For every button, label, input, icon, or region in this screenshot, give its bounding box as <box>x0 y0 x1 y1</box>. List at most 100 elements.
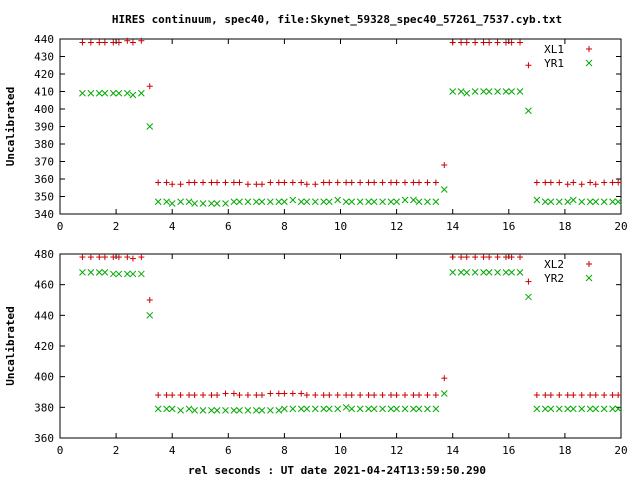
chart-title: HIRES continuum, spec40, file:Skynet_593… <box>112 13 562 26</box>
x-tick-label: 0 <box>57 444 64 457</box>
data-point <box>289 179 296 186</box>
data-point <box>137 270 145 278</box>
data-point <box>109 89 117 97</box>
data-point <box>342 403 350 411</box>
data-point <box>609 392 616 399</box>
x-tick-label: 6 <box>225 444 232 457</box>
data-point <box>410 392 417 399</box>
data-point <box>508 254 515 261</box>
data-point <box>138 37 145 44</box>
data-point <box>230 179 237 186</box>
data-point <box>480 254 487 261</box>
data-point <box>614 198 622 206</box>
data-point <box>185 198 193 206</box>
data-point <box>325 198 333 206</box>
data-point <box>200 179 207 186</box>
data-point <box>87 269 95 276</box>
data-point <box>303 198 311 206</box>
y-tick-label: 420 <box>34 68 54 81</box>
data-point <box>564 181 571 188</box>
data-point <box>191 179 198 186</box>
data-point <box>379 392 386 399</box>
data-point <box>199 200 207 207</box>
data-point <box>564 198 572 206</box>
data-point <box>393 392 400 399</box>
y-tick-label: 410 <box>34 86 54 99</box>
data-point <box>564 392 571 399</box>
x-tick-label: 4 <box>169 444 176 457</box>
data-point <box>556 392 563 399</box>
data-point <box>508 88 515 95</box>
data-point <box>79 39 86 46</box>
y-tick-label: 360 <box>34 432 54 445</box>
data-point <box>441 375 448 382</box>
data-point <box>609 198 616 206</box>
data-point <box>525 293 532 301</box>
legend-marker <box>585 59 593 67</box>
data-point <box>494 88 501 95</box>
data-point <box>502 39 509 46</box>
data-point <box>569 196 577 204</box>
data-point <box>570 392 577 399</box>
data-point <box>379 198 386 206</box>
x-tick-label: 0 <box>57 220 64 233</box>
data-point <box>222 390 229 397</box>
legend-marker <box>586 261 592 267</box>
data-point <box>297 405 305 413</box>
data-point <box>312 181 319 188</box>
data-point <box>236 179 243 186</box>
data-point <box>615 179 622 186</box>
data-point <box>416 392 423 399</box>
data-point <box>494 254 501 261</box>
data-point <box>208 179 215 186</box>
data-point <box>472 39 479 46</box>
data-point <box>115 89 123 97</box>
data-point <box>208 407 215 414</box>
data-point <box>432 405 440 413</box>
data-point <box>244 407 252 414</box>
data-point <box>252 198 260 206</box>
data-point <box>517 254 524 261</box>
legend-marker <box>586 46 592 52</box>
data-point <box>267 198 274 206</box>
data-point <box>208 200 215 207</box>
data-point <box>163 179 170 186</box>
x-tick-label: 20 <box>614 444 627 457</box>
data-point <box>303 405 311 413</box>
data-point <box>564 405 572 413</box>
data-point <box>343 179 350 186</box>
data-point <box>371 392 378 399</box>
data-point <box>320 392 327 399</box>
data-point <box>230 407 238 414</box>
data-point <box>387 179 394 186</box>
data-point <box>516 269 524 276</box>
data-point <box>569 405 577 413</box>
data-point <box>600 405 608 413</box>
x-tick-label: 8 <box>281 220 288 233</box>
data-point <box>424 405 431 413</box>
y-tick-label: 420 <box>34 340 54 353</box>
data-point <box>129 270 137 278</box>
data-point <box>449 269 457 276</box>
data-point <box>199 407 207 414</box>
data-point <box>458 39 465 46</box>
legend-label: XL1 <box>544 43 564 56</box>
data-point <box>154 405 162 413</box>
y-tick-label: 440 <box>34 33 54 46</box>
data-point <box>547 179 554 186</box>
data-point <box>320 179 327 186</box>
data-point <box>508 39 515 46</box>
x-tick-label: 18 <box>558 444 571 457</box>
y-tick-label: 400 <box>34 103 54 116</box>
data-point <box>146 123 154 130</box>
data-point <box>275 407 283 414</box>
data-point <box>177 407 184 414</box>
data-point <box>169 392 176 399</box>
data-point <box>494 39 501 46</box>
data-point <box>556 179 563 186</box>
data-point <box>609 179 616 186</box>
data-point <box>387 405 395 413</box>
x-tick-label: 12 <box>390 220 403 233</box>
data-point <box>244 181 251 188</box>
data-point <box>146 311 154 319</box>
